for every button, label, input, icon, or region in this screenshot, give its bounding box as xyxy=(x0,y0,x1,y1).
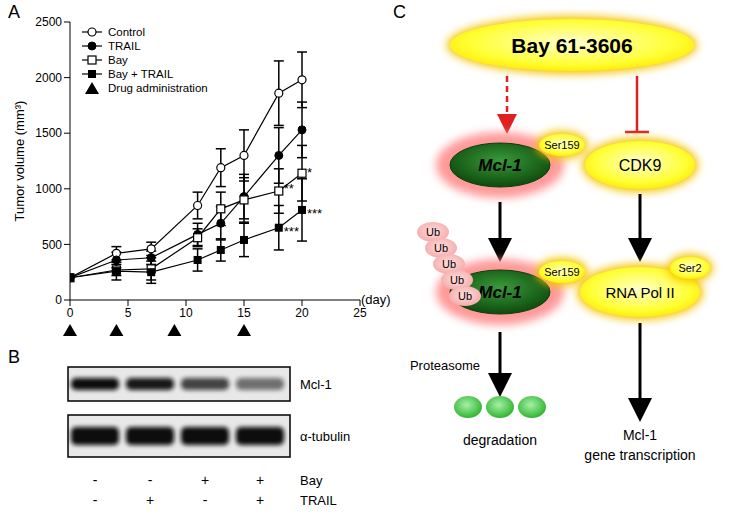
svg-text:1000: 1000 xyxy=(35,182,62,196)
svg-text:A: A xyxy=(8,2,20,22)
svg-text:Mcl-1: Mcl-1 xyxy=(478,156,521,175)
svg-text:Bay: Bay xyxy=(300,473,323,488)
svg-text:Ub: Ub xyxy=(434,242,448,254)
svg-text:Ub: Ub xyxy=(442,258,456,270)
svg-text:+: + xyxy=(256,472,264,488)
svg-text:B: B xyxy=(8,347,20,367)
svg-text:Mcl-1: Mcl-1 xyxy=(623,427,657,443)
svg-text:C: C xyxy=(393,2,406,22)
svg-text:Mcl-1: Mcl-1 xyxy=(478,283,521,302)
svg-text:Bay + TRAIL: Bay + TRAIL xyxy=(108,68,174,80)
svg-text:+: + xyxy=(146,492,154,508)
svg-text:+: + xyxy=(256,492,264,508)
svg-text:Tumor volume (mm³): Tumor volume (mm³) xyxy=(12,101,27,222)
svg-text:Ub: Ub xyxy=(458,290,472,302)
svg-text:***: *** xyxy=(307,206,322,221)
svg-text:Ser159: Ser159 xyxy=(544,139,579,151)
svg-text:Ub: Ub xyxy=(426,226,440,238)
svg-text:Ub: Ub xyxy=(450,274,464,286)
svg-text:-: - xyxy=(93,492,98,508)
svg-text:Proteasome: Proteasome xyxy=(410,358,480,373)
svg-text:*: * xyxy=(307,165,312,180)
svg-text:Bay: Bay xyxy=(108,54,128,66)
svg-text:Control: Control xyxy=(108,26,145,38)
svg-text:TRAIL: TRAIL xyxy=(300,493,337,508)
svg-text:(day): (day) xyxy=(361,292,391,307)
svg-text:0: 0 xyxy=(55,293,62,307)
svg-text:1500: 1500 xyxy=(35,126,62,140)
svg-text:10: 10 xyxy=(179,306,193,320)
svg-text:Mcl-1: Mcl-1 xyxy=(300,377,332,392)
svg-text:**: ** xyxy=(284,181,294,196)
svg-text:Bay 61-3606: Bay 61-3606 xyxy=(511,34,632,57)
svg-text:Ser2: Ser2 xyxy=(678,262,701,274)
svg-text:gene transcription: gene transcription xyxy=(584,447,695,463)
svg-text:25: 25 xyxy=(353,306,367,320)
svg-text:TRAIL: TRAIL xyxy=(108,40,141,52)
svg-text:20: 20 xyxy=(295,306,309,320)
svg-text:-: - xyxy=(203,492,208,508)
svg-text:2000: 2000 xyxy=(35,71,62,85)
svg-text:α-tubulin: α-tubulin xyxy=(300,429,350,444)
svg-text:***: *** xyxy=(284,224,299,239)
svg-text:-: - xyxy=(148,472,153,488)
svg-text:-: - xyxy=(93,472,98,488)
svg-text:degradation: degradation xyxy=(463,432,537,448)
svg-text:RNA Pol II: RNA Pol II xyxy=(605,284,674,301)
svg-text:0: 0 xyxy=(67,306,74,320)
svg-text:+: + xyxy=(201,472,209,488)
svg-text:5: 5 xyxy=(125,306,132,320)
svg-text:CDK9: CDK9 xyxy=(619,157,662,174)
svg-text:2500: 2500 xyxy=(35,15,62,29)
svg-text:Drug administration: Drug administration xyxy=(108,82,208,94)
svg-text:500: 500 xyxy=(42,238,62,252)
svg-text:Ser159: Ser159 xyxy=(544,266,579,278)
svg-text:15: 15 xyxy=(237,306,251,320)
